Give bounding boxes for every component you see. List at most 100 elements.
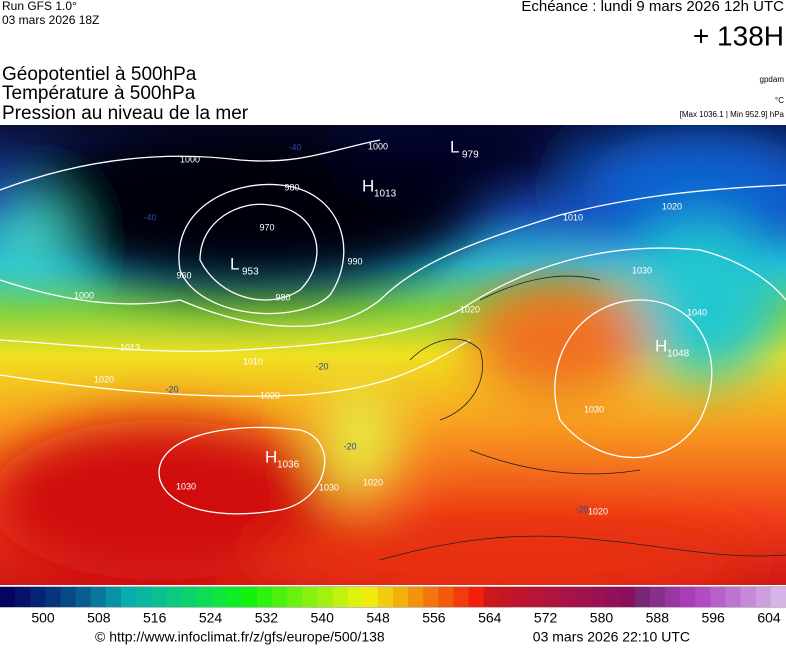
isobar-label: 1010: [243, 356, 263, 366]
colorbar-swatch: [604, 587, 621, 607]
colorbar-swatch: [317, 587, 334, 607]
temperature-label: -40: [143, 212, 156, 222]
colorbar-swatch: [211, 587, 228, 607]
colorbar-swatch: [770, 587, 786, 607]
colorbar-tick-label: 572: [534, 610, 558, 626]
colorbar-swatch: [181, 587, 197, 607]
colorbar-swatch: [151, 587, 167, 607]
isobar-label: 1020: [460, 304, 480, 314]
temperature-label: -20: [575, 504, 588, 514]
unit: °C: [775, 96, 784, 105]
center-letter: H: [655, 336, 667, 355]
center-value: 1048: [667, 349, 690, 360]
colorbar-tick-label: 532: [255, 610, 279, 626]
isobar-label: 990: [347, 256, 362, 266]
colorbar-swatch: [272, 587, 288, 607]
colorbar-tick-label: 516: [143, 610, 167, 626]
colorbar-swatch: [634, 587, 651, 607]
run-date: 03 mars 2026 18Z: [2, 13, 99, 27]
colorbar-tick-label: 524: [199, 610, 223, 626]
colorbar-swatch: [665, 587, 681, 607]
colorbar-swatch: [302, 587, 318, 607]
temperature-label: -20: [165, 384, 178, 394]
colorbar-swatch: [30, 587, 46, 607]
colorbar-swatch: [498, 587, 515, 607]
lead-time: + 138H: [693, 20, 784, 51]
colorbar-swatch: [710, 587, 727, 607]
colorbar-swatch: [60, 587, 77, 607]
isobar-label: 980: [284, 182, 299, 192]
colorbar-swatch: [755, 587, 772, 607]
isobar-label: 1030: [319, 482, 339, 492]
map: [0, 125, 786, 585]
colorbar-swatch: [574, 587, 590, 607]
isobar-label: 1030: [176, 481, 196, 491]
colorbar-swatch: [196, 587, 213, 607]
colorbar-swatch: [136, 587, 152, 607]
temperature-label: -20: [343, 441, 356, 451]
center-value: 1013: [374, 189, 397, 200]
colorbar-swatch: [438, 587, 454, 607]
isobar-label: 1020: [588, 506, 608, 516]
isobar-label: 1040: [687, 307, 707, 317]
colorbar-swatch: [740, 587, 757, 607]
colorbar-swatch: [544, 587, 560, 607]
center-letter: L: [450, 137, 459, 156]
colorbar-tick-label: 588: [646, 610, 670, 626]
run-label: Run GFS 1.0°: [2, 0, 77, 13]
colorbar-swatch: [649, 587, 666, 607]
colorbar-swatch: [166, 587, 182, 607]
colorbar-swatch: [75, 587, 92, 607]
colorbar-swatch: [362, 587, 379, 607]
unit: gpdam: [760, 75, 785, 84]
colorbar-swatch: [468, 587, 485, 607]
pressure-center: H 1036: [265, 447, 300, 470]
pressure-center: H 1013: [362, 176, 397, 199]
colorbar-tick-label: 508: [87, 610, 111, 626]
colorbar-tick-label: 604: [757, 610, 781, 626]
colorbar-swatch: [45, 587, 61, 607]
pressure-center: L 979: [450, 137, 479, 160]
colorbar-swatch: [423, 587, 439, 607]
temperature-label: -20: [315, 361, 328, 371]
isobar-label: 980: [275, 292, 290, 302]
center-value: 1036: [277, 460, 300, 471]
isobar-label: 1010: [563, 212, 583, 222]
colorbar-swatch: [241, 587, 258, 607]
colorbar-swatch: [15, 587, 31, 607]
colorbar-swatch: [483, 587, 500, 607]
colorbar-swatch: [513, 587, 530, 607]
colorbar-swatch: [725, 587, 742, 607]
colorbar-swatch: [619, 587, 636, 607]
colorbar-tick-label: 564: [478, 610, 502, 626]
center-letter: H: [265, 447, 277, 466]
isobar-label: 1000: [74, 290, 94, 300]
colorbar-swatch: [453, 587, 470, 607]
colorbar-swatch: [559, 587, 575, 607]
colorbar-swatch: [287, 587, 303, 607]
echeance: Echéance : lundi 9 mars 2026 12h UTC: [521, 0, 784, 15]
colorbar-tick-label: 580: [590, 610, 614, 626]
pressure-center: H 1048: [655, 336, 690, 359]
colorbar-swatch: [408, 587, 424, 607]
colorbar-swatch: [105, 587, 122, 607]
colorbar-tick-label: 556: [422, 610, 446, 626]
colorbar-swatch: [347, 587, 364, 607]
isobar-label: 1020: [662, 201, 682, 211]
colorbar-swatch: [695, 587, 711, 607]
colorbar-swatch: [256, 587, 273, 607]
colorbar-swatch: [680, 587, 696, 607]
isobar-label: 960: [176, 270, 191, 280]
colorbar-swatch: [589, 587, 606, 607]
footer-timestamp: 03 mars 2026 22:10 UTC: [533, 629, 690, 645]
colorbar-swatch: [120, 587, 137, 607]
isobar-label: 1020: [94, 374, 114, 384]
colorbar-tick-label: 548: [366, 610, 390, 626]
colorbar-tick-label: 500: [31, 610, 55, 626]
colorbar-tick-label: 540: [311, 610, 335, 626]
isobar-label: 1020: [260, 390, 280, 400]
title: Géopotentiel à 500hPa: [2, 64, 197, 85]
center-value: 953: [242, 267, 259, 278]
colorbar-swatch: [332, 587, 349, 607]
isobar-label: 1020: [363, 477, 383, 487]
